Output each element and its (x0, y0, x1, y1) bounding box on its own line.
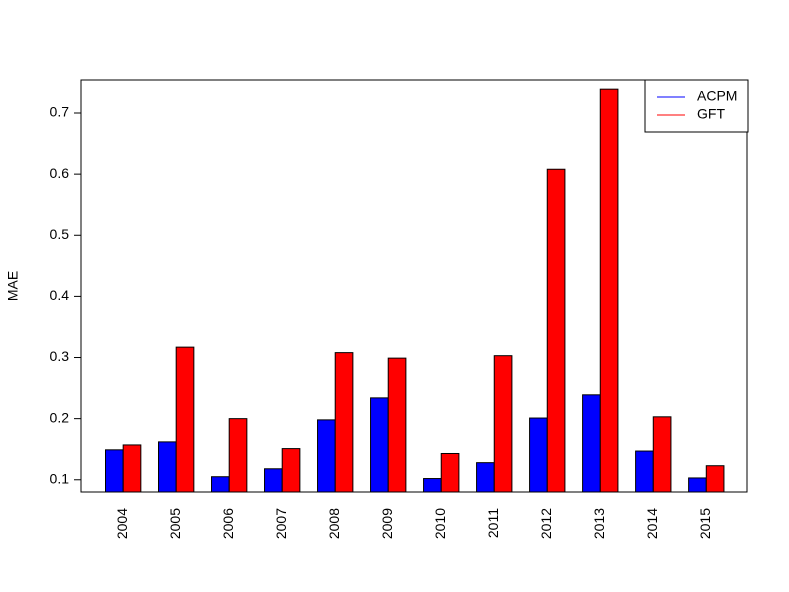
x-tick-label: 2009 (379, 508, 395, 539)
x-tick-label: 2007 (273, 508, 289, 539)
x-tick-label: 2006 (220, 508, 236, 539)
x-tick-label: 2013 (591, 508, 607, 539)
legend-label: ACPM (697, 88, 737, 104)
bar (122, 444, 142, 493)
y-tick-label: 0.2 (50, 409, 70, 425)
bar (529, 417, 548, 493)
y-tick-label: 0.4 (50, 287, 70, 303)
bar (387, 357, 407, 493)
bar (440, 452, 460, 493)
x-tick-label: 2010 (432, 508, 448, 539)
bar (476, 462, 495, 493)
bar (175, 346, 195, 493)
x-tick-label: 2004 (114, 508, 130, 539)
y-tick-label: 0.7 (50, 104, 70, 120)
x-tick-label: 2008 (326, 508, 342, 539)
legend-label: GFT (697, 106, 725, 122)
x-tick-label: 2011 (485, 508, 501, 538)
bar (688, 477, 707, 493)
y-tick-label: 0.3 (50, 348, 70, 364)
y-tick-label: 0.5 (50, 226, 70, 242)
bar (105, 449, 124, 493)
legend-box (644, 79, 749, 133)
y-axis-label: MAE (5, 271, 21, 301)
bar (264, 468, 283, 493)
bar (705, 465, 725, 493)
bar (493, 355, 513, 493)
plot-frame (80, 79, 748, 493)
bar (228, 418, 248, 493)
x-tick-label: 2015 (697, 508, 713, 539)
x-tick-label: 2012 (538, 508, 554, 539)
x-tick-label: 2014 (644, 508, 660, 539)
bar (211, 476, 230, 493)
x-tick-label: 2005 (167, 508, 183, 539)
bar (317, 419, 336, 493)
bar (599, 88, 619, 493)
bar (652, 416, 672, 493)
y-tick-label: 0.6 (50, 165, 70, 181)
bar (423, 478, 442, 493)
bar (582, 394, 601, 493)
bar (546, 168, 566, 493)
bar (158, 441, 177, 493)
bar (635, 450, 654, 493)
bar (334, 352, 354, 493)
bar (370, 397, 389, 493)
bar (281, 448, 301, 493)
y-tick-label: 0.1 (50, 470, 70, 486)
